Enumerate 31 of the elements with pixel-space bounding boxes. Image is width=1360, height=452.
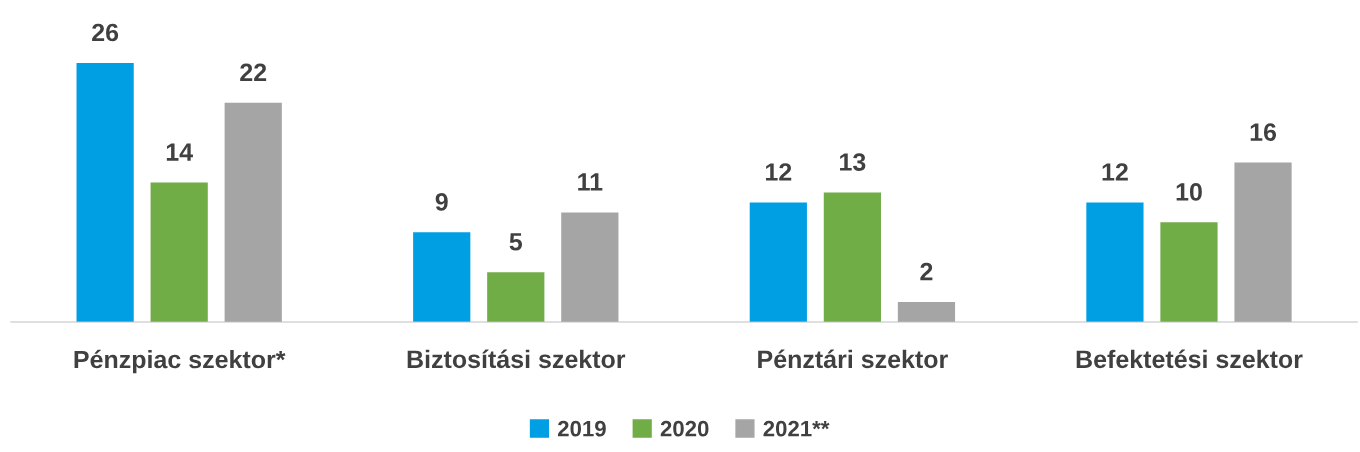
data-label: 14 (166, 143, 193, 161)
data-label: 26 (92, 23, 119, 42)
data-label: 16 (1250, 123, 1277, 141)
data-label: 9 (435, 193, 448, 211)
bar (150, 182, 208, 322)
legend-label: 2020 (660, 420, 709, 437)
bar (897, 302, 956, 322)
data-label: 10 (1176, 183, 1202, 201)
bar (1086, 202, 1144, 322)
bar (76, 62, 134, 322)
bar (1234, 162, 1292, 322)
bar (487, 272, 545, 322)
data-label: 11 (578, 173, 603, 191)
bar (1160, 222, 1218, 322)
data-label: 22 (240, 63, 267, 81)
legend-label: 2021** (763, 420, 830, 437)
x-tick-label: Befektetési szektor (1076, 349, 1303, 369)
x-tick-label: Pénzpiac szektor* (74, 349, 286, 374)
x-tick-label: Pénztári szektor (758, 349, 948, 369)
data-label: 5 (509, 233, 523, 251)
data-label: 12 (766, 163, 792, 181)
data-label: 13 (840, 153, 866, 171)
bar (823, 192, 881, 322)
bar (224, 102, 282, 322)
bar (413, 232, 471, 322)
bar (561, 212, 619, 322)
data-label: 2 (920, 262, 933, 281)
x-tick-label: Biztosítási szektor (407, 349, 626, 369)
data-label: 12 (1102, 163, 1128, 181)
legend-label: 2019 (557, 420, 606, 437)
bar (749, 202, 807, 322)
